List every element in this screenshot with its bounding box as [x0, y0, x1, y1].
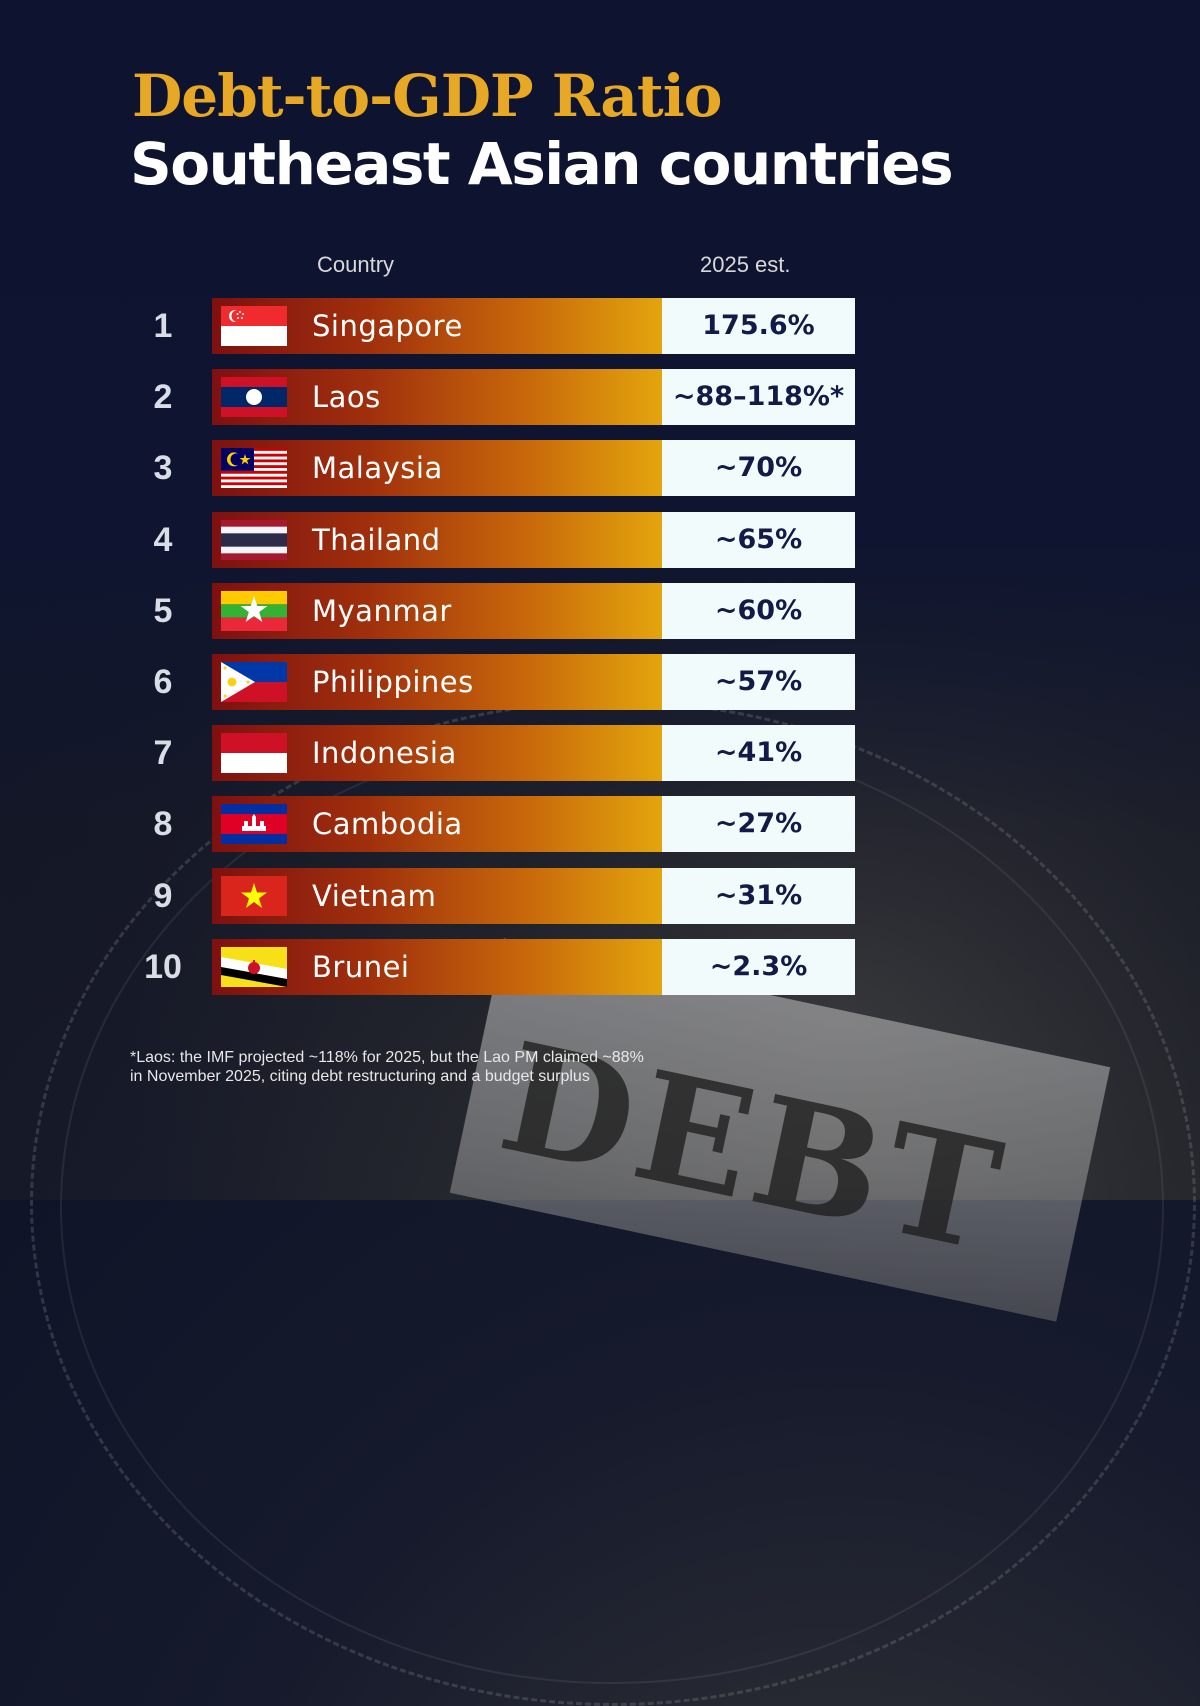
table-row: 3 Malaysia ~70% [0, 440, 1200, 496]
country-bar [212, 654, 662, 710]
country-bar [212, 298, 662, 354]
value-label: ~41% [662, 725, 855, 781]
rank-number: 4 [153, 521, 173, 559]
country-name: Cambodia [312, 807, 463, 841]
column-header-estimate: 2025 est. [700, 252, 791, 277]
country-name: Myanmar [312, 594, 452, 628]
country-bar [212, 868, 662, 924]
indonesia-flag-icon [221, 733, 287, 773]
country-name: Brunei [312, 950, 410, 984]
chart-title: Debt-to-GDP Ratio [132, 62, 722, 130]
value-label: ~60% [662, 583, 855, 639]
country-bar [212, 796, 662, 852]
rank-number: 7 [153, 734, 173, 772]
rank-number: 6 [153, 663, 173, 701]
table-row: 2 Laos ~88–118%* [0, 369, 1200, 425]
footnote-line-1: *Laos: the IMF projected ~118% for 2025,… [130, 1049, 644, 1066]
country-bar [212, 512, 662, 568]
column-header-country: Country [317, 252, 395, 277]
philippines-flag-icon [221, 662, 287, 702]
table-row: 4 Thailand ~65% [0, 512, 1200, 568]
malaysia-flag-icon [221, 448, 287, 488]
country-bar [212, 440, 662, 496]
value-label: ~65% [662, 512, 855, 568]
rank-number: 5 [153, 592, 173, 630]
country-name: Laos [312, 380, 381, 414]
singapore-flag-icon [221, 306, 287, 346]
country-name: Indonesia [312, 736, 457, 770]
value-label: ~2.3% [662, 939, 855, 995]
table-row: 5 Myanmar ~60% [0, 583, 1200, 639]
cambodia-flag-icon [221, 804, 287, 844]
thailand-flag-icon [221, 520, 287, 560]
rank-number: 1 [153, 307, 173, 345]
table-row: 6 Philippines ~57% [0, 654, 1200, 710]
country-name: Singapore [312, 309, 463, 343]
rank-number: 9 [153, 877, 173, 915]
table-row: 7 Indonesia ~41% [0, 725, 1200, 781]
rank-number: 3 [153, 449, 173, 487]
rank-number: 10 [144, 948, 182, 986]
footnote-line-2: in November 2025, citing debt restructur… [130, 1068, 590, 1085]
value-label: ~88–118%* [662, 369, 855, 425]
footnote: *Laos: the IMF projected ~118% for 2025,… [130, 1048, 830, 1086]
country-name: Vietnam [312, 879, 437, 913]
table-row: 1 Singapore 175.6% [0, 298, 1200, 354]
value-label: ~70% [662, 440, 855, 496]
table-row: 10 Brunei ~2.3% [0, 939, 1200, 995]
vietnam-flag-icon [221, 876, 287, 916]
country-bar [212, 369, 662, 425]
rank-number: 2 [153, 378, 173, 416]
country-bar [212, 939, 662, 995]
country-name: Thailand [312, 523, 441, 557]
value-label: ~57% [662, 654, 855, 710]
rank-number: 8 [153, 805, 173, 843]
country-name: Philippines [312, 665, 474, 699]
value-label: ~27% [662, 796, 855, 852]
laos-flag-icon [221, 377, 287, 417]
brunei-flag-icon [221, 947, 287, 987]
country-bar [212, 583, 662, 639]
value-label: 175.6% [662, 298, 855, 354]
country-bar [212, 725, 662, 781]
table-row: 9 Vietnam ~31% [0, 868, 1200, 924]
table-row: 8 Cambodia ~27% [0, 796, 1200, 852]
country-name: Malaysia [312, 451, 443, 485]
value-label: ~31% [662, 868, 855, 924]
chart-subtitle: Southeast Asian countries [130, 130, 954, 198]
myanmar-flag-icon [221, 591, 287, 631]
